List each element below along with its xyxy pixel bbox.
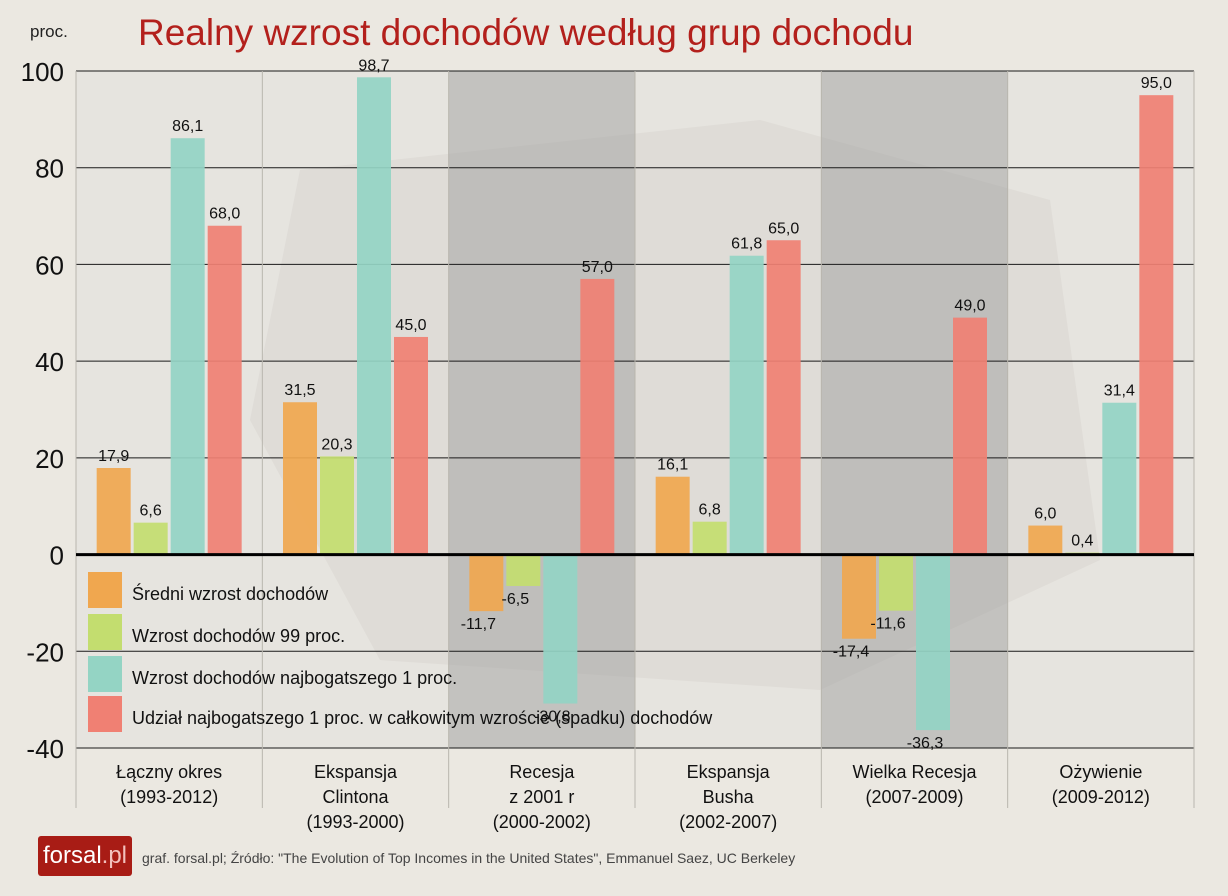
bar [394, 336, 428, 555]
bar-value-label: 98,7 [358, 57, 389, 74]
bar [1028, 525, 1063, 555]
x-category-label: Recesja [509, 762, 575, 782]
bar [506, 554, 541, 587]
bar [469, 554, 504, 612]
legend-label: Średni wzrost dochodów [132, 583, 329, 604]
y-tick-label: 60 [35, 250, 64, 280]
bar [729, 255, 764, 555]
bar [580, 278, 615, 555]
chart-title: Realny wzrost dochodów według grup docho… [138, 12, 914, 53]
bar-value-label: 45,0 [395, 317, 426, 334]
y-tick-label: 0 [50, 541, 64, 571]
legend-label: Udział najbogatszego 1 proc. w całkowity… [132, 708, 713, 728]
bar [692, 521, 727, 555]
bar-value-label: 49,0 [954, 298, 985, 315]
bar [320, 456, 354, 555]
bar [283, 402, 317, 555]
legend-swatch [88, 572, 122, 608]
background-banknote-illustration [250, 120, 1100, 690]
bar [953, 317, 987, 555]
legend-swatch [88, 696, 122, 732]
bar-value-label: 0,4 [1071, 533, 1093, 550]
x-category-label: z 2001 r [509, 787, 574, 807]
bar-value-label: 31,4 [1104, 383, 1135, 400]
x-category-label: Ekspansja [687, 762, 771, 782]
bar-value-label: 17,9 [98, 448, 129, 465]
y-tick-label: 40 [35, 347, 64, 377]
x-category-label: Clintona [322, 787, 389, 807]
bar [170, 138, 205, 555]
bar [1102, 402, 1137, 555]
bar [842, 554, 876, 639]
bar [543, 554, 578, 704]
bar-value-label: 86,1 [172, 118, 203, 135]
bar-value-label: -30,8 [534, 709, 571, 726]
x-category-label: Wielka Recesja [852, 762, 977, 782]
bar-value-label: 6,0 [1034, 506, 1056, 523]
legend-swatch [88, 656, 122, 692]
bar [96, 468, 131, 555]
y-tick-label: -40 [26, 734, 64, 764]
y-tick-label: -20 [26, 637, 64, 667]
forsal-logo: forsal.pl [38, 836, 132, 876]
y-axis-unit-label: proc. [30, 22, 68, 41]
legend-label: Wzrost dochodów 99 proc. [132, 626, 345, 646]
x-category-label: Busha [703, 787, 755, 807]
y-tick-label: 80 [35, 154, 64, 184]
bar [357, 77, 391, 555]
bar [133, 522, 168, 555]
bar [207, 225, 242, 555]
bar-value-label: 16,1 [657, 457, 688, 474]
x-category-label: Ożywienie [1059, 762, 1142, 782]
bar-value-label: 31,5 [284, 382, 315, 399]
bar-value-label: 61,8 [731, 236, 762, 253]
bar [1139, 95, 1174, 555]
bar-value-label: 57,0 [582, 259, 613, 276]
bar [879, 554, 913, 611]
bar-value-label: 65,0 [768, 220, 799, 237]
source-footer: graf. forsal.pl; Źródło: "The Evolution … [142, 850, 796, 866]
bar-value-label: -6,5 [502, 591, 530, 608]
x-category-label: (2000-2002) [493, 812, 591, 832]
x-category-label: (2007-2009) [865, 787, 963, 807]
x-category-label: (2009-2012) [1052, 787, 1150, 807]
bar [916, 554, 950, 731]
x-category-label: Łączny okres [116, 762, 222, 782]
bar-value-label: -11,7 [461, 616, 496, 633]
bar-value-label: 95,0 [1141, 75, 1172, 92]
legend-label: Wzrost dochodów najbogatszego 1 proc. [132, 668, 457, 688]
bar-value-label: 6,6 [140, 503, 162, 520]
bar-value-label: -36,3 [907, 735, 944, 752]
x-category-label: (1993-2000) [306, 812, 404, 832]
x-category-label: (1993-2012) [120, 787, 218, 807]
bar-value-label: -17,4 [833, 644, 870, 661]
bar [766, 240, 801, 555]
y-tick-label: 20 [35, 444, 64, 474]
legend-swatch [88, 614, 122, 650]
bar-value-label: 20,3 [321, 436, 352, 453]
bar-value-label: 6,8 [699, 502, 721, 519]
y-tick-label: 100 [21, 57, 64, 87]
bar [655, 476, 690, 555]
bar-value-label: 68,0 [209, 206, 240, 223]
x-category-label: (2002-2007) [679, 812, 777, 832]
bar-value-label: -11,6 [870, 616, 905, 633]
x-category-label: Ekspansja [314, 762, 398, 782]
